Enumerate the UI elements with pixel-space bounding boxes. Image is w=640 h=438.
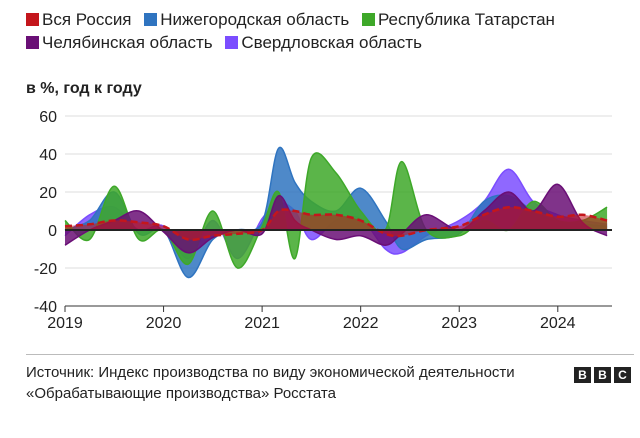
y-tick-label: -20 (34, 261, 57, 278)
x-tick-label: 2024 (540, 315, 576, 332)
bbc-logo: B B C (574, 367, 631, 383)
x-tick-label: 2022 (343, 315, 379, 332)
series-area (65, 152, 608, 269)
series-area (65, 207, 608, 240)
divider (26, 354, 634, 355)
y-tick-label: 20 (39, 185, 57, 202)
legend-label: Республика Татарстан (377, 10, 555, 29)
y-tick-label: 0 (48, 223, 57, 240)
legend-item-chelyabinsk: Челябинская область (26, 31, 213, 54)
legend-item-nizhny: Нижегородская область (144, 8, 349, 31)
legend-swatch (225, 36, 239, 49)
y-tick-label: 40 (39, 147, 57, 164)
x-tick-label: 2019 (47, 315, 83, 332)
legend: Вся Россия Нижегородская область Республ… (26, 8, 636, 54)
x-tick-label: 2020 (146, 315, 182, 332)
legend-label: Свердловская область (241, 33, 422, 52)
legend-label: Вся Россия (42, 10, 132, 29)
bbc-logo-letter: C (614, 367, 631, 383)
legend-item-sverdlovsk: Свердловская область (225, 31, 422, 54)
bbc-logo-letter: B (594, 367, 611, 383)
legend-item-tatarstan: Республика Татарстан (361, 8, 555, 31)
legend-swatch (361, 13, 375, 26)
y-tick-label: 60 (39, 109, 57, 126)
legend-swatch (144, 13, 158, 26)
x-tick-label: 2021 (244, 315, 280, 332)
legend-label: Челябинская область (42, 33, 213, 52)
legend-swatch (26, 36, 39, 49)
legend-label: Нижегородская область (160, 10, 350, 29)
legend-swatch (26, 13, 39, 26)
source-note: Источник: Индекс производства по виду эк… (26, 364, 515, 402)
y-tick-label: -40 (34, 299, 57, 316)
x-tick-label: 2023 (441, 315, 477, 332)
y-axis-label: в %, год к году (26, 80, 142, 97)
legend-item-russia: Вся Россия (26, 8, 132, 31)
bbc-logo-letter: B (574, 367, 591, 383)
